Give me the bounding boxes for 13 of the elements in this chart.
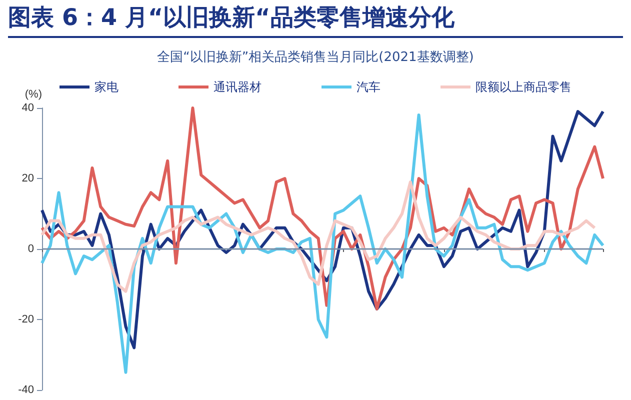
- y-axis-title: (%): [24, 88, 42, 100]
- legend-label: 通讯器材: [214, 80, 262, 94]
- chart-title: 图表 6：4 月“以旧换新“品类零售增速分化: [8, 0, 623, 38]
- y-tick-label: 40: [22, 102, 34, 114]
- y-tick-label: 20: [22, 172, 34, 184]
- legend-label: 限额以上商品零售: [476, 80, 572, 94]
- legend-label: 家电: [94, 80, 118, 94]
- line-series: [40, 180, 596, 293]
- chart-subtitle: 全国“以旧换新”相关品类销售当月同比(2021基数调整): [157, 50, 474, 65]
- y-tick-label: -40: [18, 384, 34, 396]
- y-tick-label: -20: [18, 314, 34, 326]
- legend-label: 汽车: [356, 80, 380, 94]
- y-tick-label: 0: [28, 243, 34, 255]
